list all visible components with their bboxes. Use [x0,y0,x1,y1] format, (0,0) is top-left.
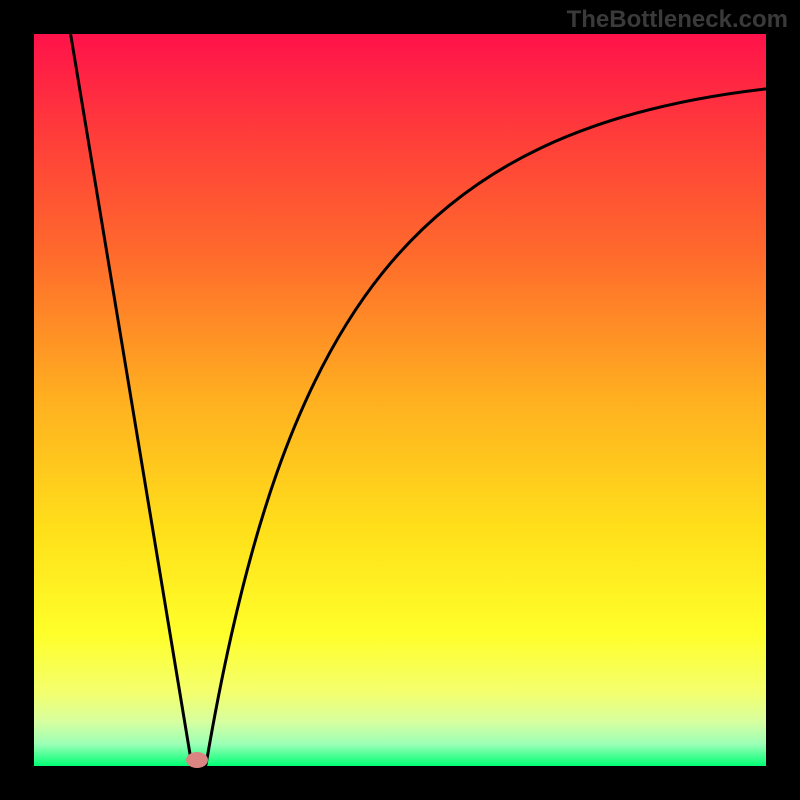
curve [34,34,766,766]
minimum-marker [186,752,208,768]
chart-frame: TheBottleneck.com [0,0,800,800]
plot-area [34,34,766,766]
watermark-text: TheBottleneck.com [567,6,788,34]
